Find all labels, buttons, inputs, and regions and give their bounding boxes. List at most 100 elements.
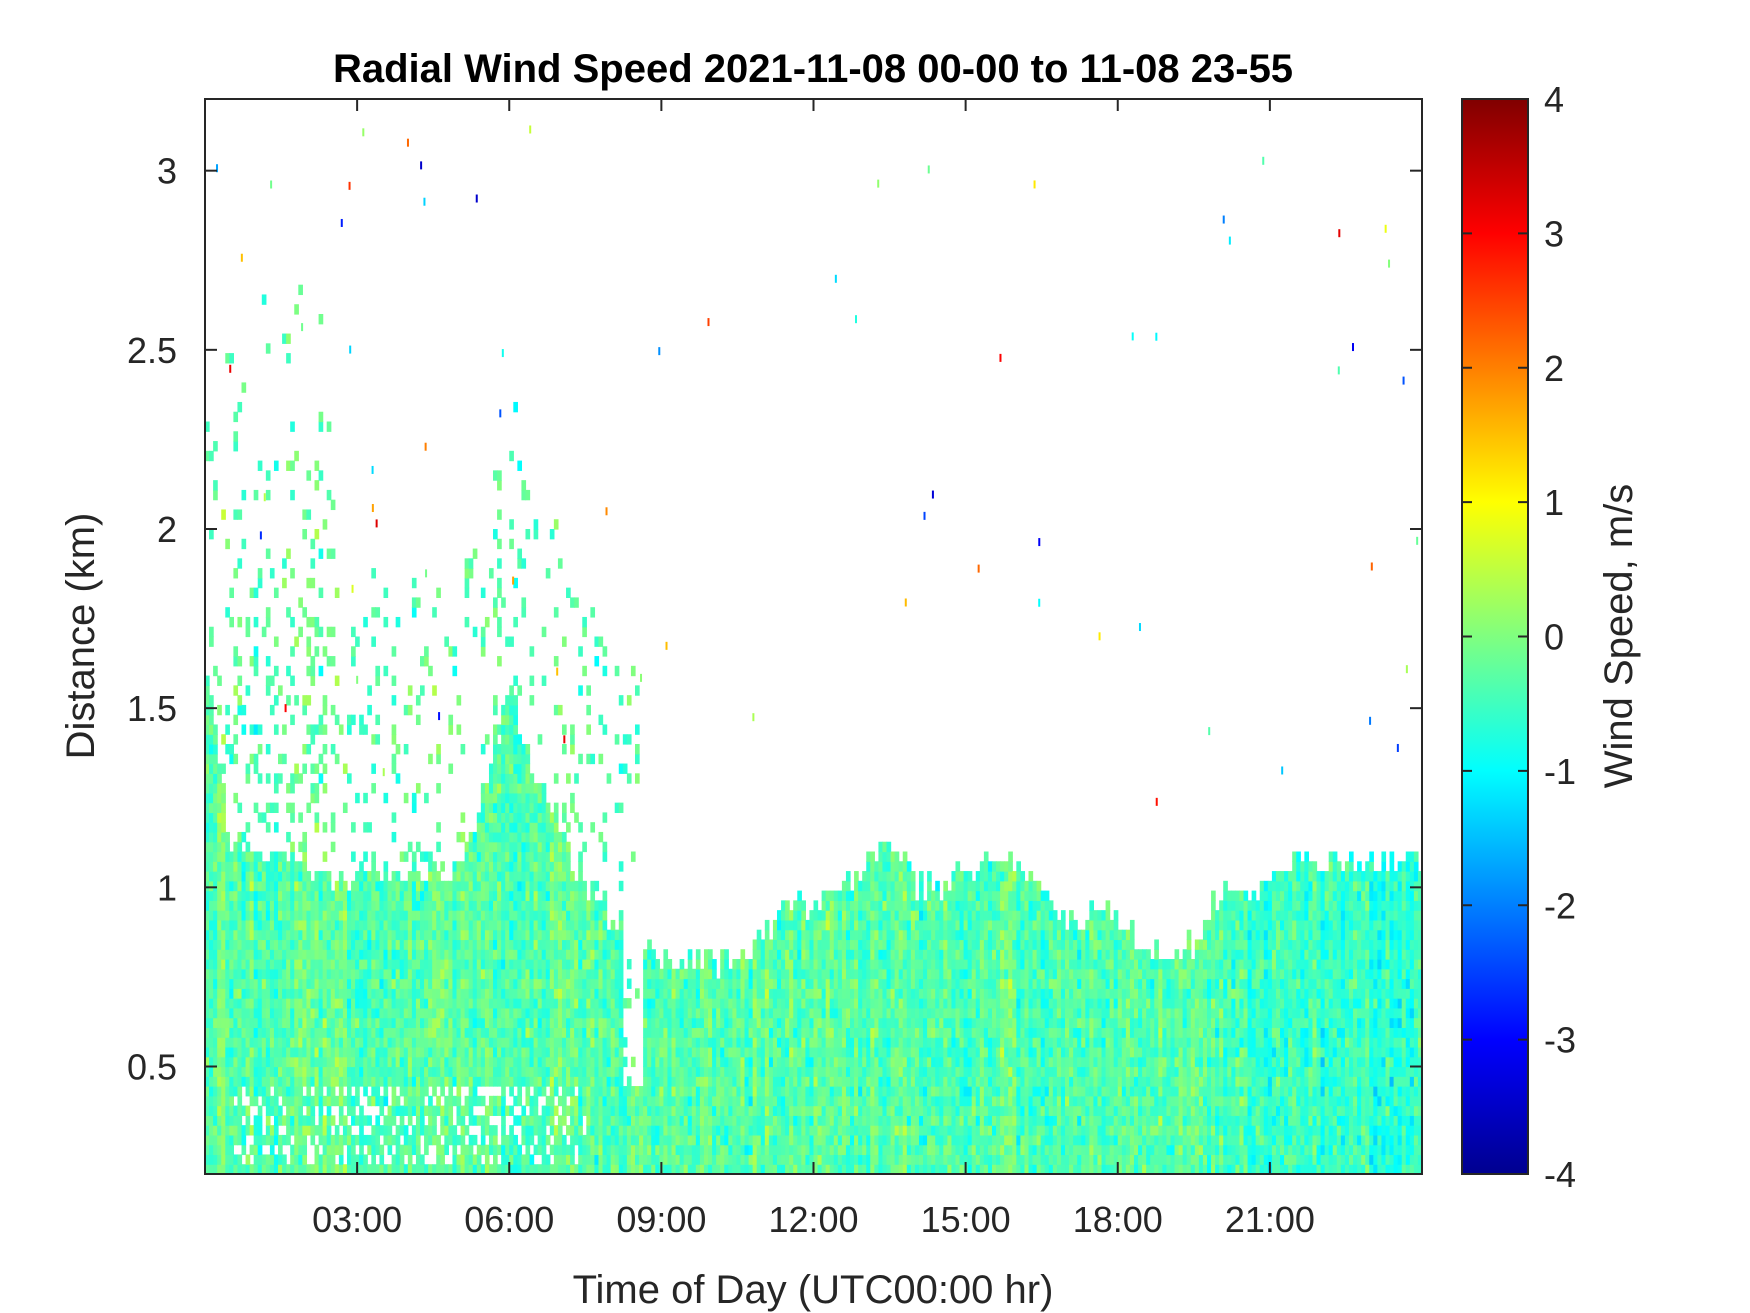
heatmap-cell [618, 880, 624, 892]
heatmap-cell [557, 968, 563, 980]
heatmap-cell [505, 851, 510, 862]
heatmap-cell [675, 1046, 681, 1058]
heatmap-cell [245, 1086, 251, 1097]
heatmap-cell [748, 959, 754, 970]
heatmap-cell [643, 968, 648, 980]
heatmap-cell [561, 871, 567, 882]
heatmap-cell [574, 890, 579, 901]
heatmap-cell [484, 939, 490, 950]
heatmap-cell [290, 812, 295, 823]
heatmap-cell [286, 910, 291, 921]
heatmap-cell [708, 988, 713, 999]
heatmap-cell [480, 646, 486, 657]
heatmap-cell [578, 929, 583, 941]
heatmap-cell [371, 568, 376, 579]
heatmap-cell [647, 1027, 652, 1038]
heatmap-cell [687, 1164, 693, 1174]
heatmap-cell [525, 968, 531, 980]
heatmap-cell [282, 919, 287, 931]
heatmap-cell [525, 1017, 531, 1029]
heatmap-cell [781, 1046, 786, 1058]
heatmap-cell [553, 1105, 559, 1116]
heatmap-cell [314, 1007, 320, 1019]
heatmap-cell [460, 988, 466, 999]
heatmap-cell [278, 1154, 283, 1165]
heatmap-cell [566, 998, 571, 1009]
heatmap-cell [501, 1007, 506, 1019]
heatmap-cell [805, 998, 811, 1009]
heatmap-cell [424, 1017, 429, 1029]
heatmap-cell [760, 1144, 766, 1156]
heatmap-cell [801, 919, 806, 931]
heatmap-cell [703, 988, 709, 999]
heatmap-cell [663, 1037, 669, 1048]
heatmap-cell [399, 1007, 405, 1019]
heatmap-cell [367, 1007, 372, 1019]
heatmap-cell [703, 1007, 709, 1019]
heatmap-cell [789, 1144, 794, 1156]
heatmap-cell [330, 1066, 336, 1077]
heatmap-cell [732, 1125, 738, 1136]
heatmap-cell [793, 1086, 798, 1097]
heatmap-cell [825, 959, 831, 970]
heatmap-cell [205, 1027, 210, 1038]
heatmap-cell [671, 988, 677, 999]
heatmap-cell [493, 1037, 498, 1048]
heatmap-cell [383, 919, 389, 931]
heatmap-cell [484, 880, 490, 892]
heatmap-cell [213, 1144, 218, 1156]
heatmap-cell [460, 1046, 466, 1058]
heatmap-cell [488, 900, 494, 911]
heatmap-cell [630, 1125, 636, 1136]
heatmap-cell [517, 460, 523, 471]
heatmap-cell [411, 900, 417, 911]
heatmap-cell [371, 1076, 376, 1087]
heatmap-cell [257, 919, 263, 931]
heatmap-cell [590, 978, 596, 989]
heatmap-cell [756, 1154, 762, 1165]
heatmap-cell [776, 1076, 782, 1087]
heatmap-cell [257, 929, 263, 941]
heatmap-cell [582, 1066, 587, 1077]
heatmap-cell [355, 880, 360, 892]
heatmap-cell [736, 1027, 742, 1038]
heatmap-cell [476, 890, 482, 901]
heatmap-cell [452, 665, 458, 677]
heatmap-cell [724, 1125, 729, 1136]
heatmap-cell [261, 861, 267, 872]
heatmap-cell [817, 1007, 823, 1019]
heatmap-cell [237, 900, 243, 911]
heatmap-cell [330, 704, 336, 716]
heatmap-cell [553, 949, 559, 960]
heatmap-cell [298, 1086, 303, 1097]
heatmap-cell [440, 929, 445, 941]
heatmap-cell [225, 1105, 230, 1116]
heatmap-cell [517, 1046, 523, 1058]
heatmap-cell [785, 978, 790, 989]
heatmap-cell [286, 1046, 291, 1058]
heatmap-cell [553, 656, 559, 667]
heatmap-cell [387, 959, 393, 970]
heatmap-cell [480, 959, 486, 970]
heatmap-cell [545, 968, 551, 980]
heatmap-cell [464, 910, 470, 921]
heatmap-cell [379, 1164, 385, 1174]
heatmap-cell [257, 1154, 263, 1165]
heatmap-cell [448, 1046, 454, 1058]
heatmap-cell [724, 1027, 729, 1038]
heatmap-cell [209, 910, 214, 921]
heatmap-cell [594, 959, 600, 970]
heatmap-cell [805, 1086, 811, 1097]
heatmap-cell [549, 1144, 555, 1156]
heatmap-cell [375, 949, 381, 960]
heatmap-cell [334, 998, 340, 1009]
heatmap-cell [432, 861, 437, 872]
heatmap-cell [294, 1037, 299, 1048]
heatmap-cell [306, 744, 312, 755]
heatmap-cell [590, 1046, 596, 1058]
heatmap-cell [614, 929, 620, 941]
heatmap-cell [338, 988, 344, 999]
heatmap-cell [586, 910, 591, 921]
heatmap-cell [549, 968, 555, 980]
heatmap-cell [334, 1066, 340, 1077]
